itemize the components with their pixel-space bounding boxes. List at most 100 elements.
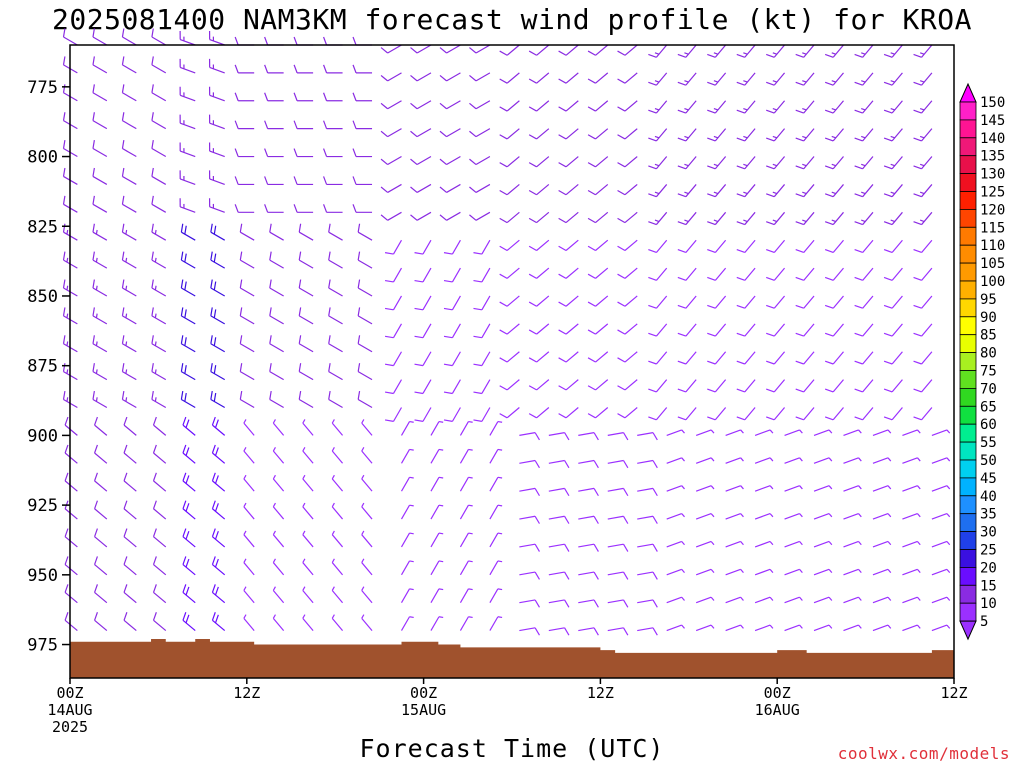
wind-barb [795, 351, 815, 365]
wind-barb [695, 513, 715, 520]
wind-barb [795, 295, 815, 309]
wind-barb [239, 307, 255, 325]
barb-feather [913, 53, 922, 58]
wind-barb [210, 335, 225, 353]
wind-barb [92, 307, 108, 325]
barb-staff [624, 239, 638, 251]
barb-staff [151, 175, 167, 185]
wind-barb [913, 239, 933, 254]
barb-feather [499, 78, 508, 84]
wind-barb [211, 556, 226, 576]
barb-staff [182, 424, 196, 436]
barb-staff [862, 239, 874, 253]
barb-half-feather [409, 420, 414, 423]
barb-feather [617, 413, 626, 419]
wind-barb [578, 487, 599, 497]
barb-feather [766, 109, 775, 114]
barb-feather [883, 276, 893, 281]
wind-barb [380, 44, 402, 54]
wind-barb [293, 148, 314, 158]
barb-staff [212, 619, 226, 632]
wind-barb [152, 500, 167, 520]
barb-staff [506, 295, 520, 307]
barb-feather [443, 335, 453, 339]
wind-barb [210, 251, 225, 269]
barb-half-feather [243, 530, 247, 535]
barb-half-feather [828, 513, 833, 518]
barb-half-feather [890, 107, 895, 111]
barb-feather [528, 134, 537, 140]
wind-barb [180, 363, 196, 381]
barb-staff [400, 560, 411, 576]
barb-staff [182, 536, 196, 548]
barb-staff [489, 588, 499, 604]
wind-barb [558, 156, 579, 168]
wind-barb [883, 267, 903, 281]
barb-feather [380, 47, 389, 54]
barb-staff [536, 379, 550, 391]
barb-staff [565, 211, 579, 224]
barb-staff [489, 449, 499, 464]
wind-barb [151, 307, 167, 325]
barb-staff [685, 44, 697, 58]
wind-barb [151, 195, 167, 213]
barb-feather [239, 363, 243, 372]
barb-staff [773, 379, 786, 393]
wind-barb [361, 419, 373, 436]
barb-staff [272, 617, 285, 631]
wind-barb [707, 211, 727, 226]
colorbar-label: 15 [980, 578, 997, 594]
barb-feather [210, 363, 213, 372]
barb-staff [891, 351, 903, 365]
barb-feather [62, 195, 66, 205]
barb-staff [565, 351, 579, 363]
wind-barb [666, 457, 685, 464]
barb-staff [695, 540, 712, 548]
barb-half-feather [272, 586, 276, 591]
wind-barb [121, 363, 137, 381]
barb-staff [328, 287, 343, 297]
credit-link[interactable]: coolwx.com/models [837, 744, 1010, 763]
barb-staff [400, 504, 411, 520]
barb-staff [843, 624, 859, 632]
barb-feather [184, 225, 187, 235]
barb-half-feather [154, 257, 157, 263]
wind-barb [180, 335, 196, 353]
y-tick-label: 900 [27, 426, 58, 446]
wind-barb [707, 351, 727, 365]
barb-staff [813, 624, 830, 632]
colorbar-label: 125 [980, 185, 1005, 201]
wind-barb [414, 323, 432, 339]
barb-staff [548, 599, 565, 604]
barb-feather [443, 279, 453, 283]
barb-staff [548, 627, 565, 632]
barb-half-feather [272, 502, 276, 508]
barb-staff [685, 211, 697, 225]
barb-half-feather [946, 624, 951, 629]
barb-staff [181, 231, 196, 241]
barb-staff [862, 100, 874, 114]
barb-staff [754, 457, 771, 464]
wind-barb [357, 307, 373, 325]
wind-barb [473, 407, 491, 422]
barb-staff [328, 259, 343, 269]
barb-staff [832, 184, 844, 198]
barb-staff [832, 379, 844, 393]
wind-barb [357, 279, 373, 297]
wind-barb [430, 504, 444, 520]
wind-barb [489, 532, 503, 548]
barb-feather [62, 279, 66, 289]
barb-staff [872, 568, 889, 576]
barb-staff [832, 295, 844, 309]
barb-staff [361, 422, 373, 436]
wind-barb [151, 390, 167, 409]
barb-half-feather [919, 135, 925, 139]
barb-feather [185, 530, 190, 540]
wind-barb [528, 407, 550, 419]
wind-barb [243, 586, 255, 604]
wind-barb [766, 72, 786, 86]
barb-staff [754, 485, 771, 492]
wind-barb [666, 568, 685, 576]
wind-barb [578, 627, 599, 636]
wind-barb [264, 36, 284, 46]
